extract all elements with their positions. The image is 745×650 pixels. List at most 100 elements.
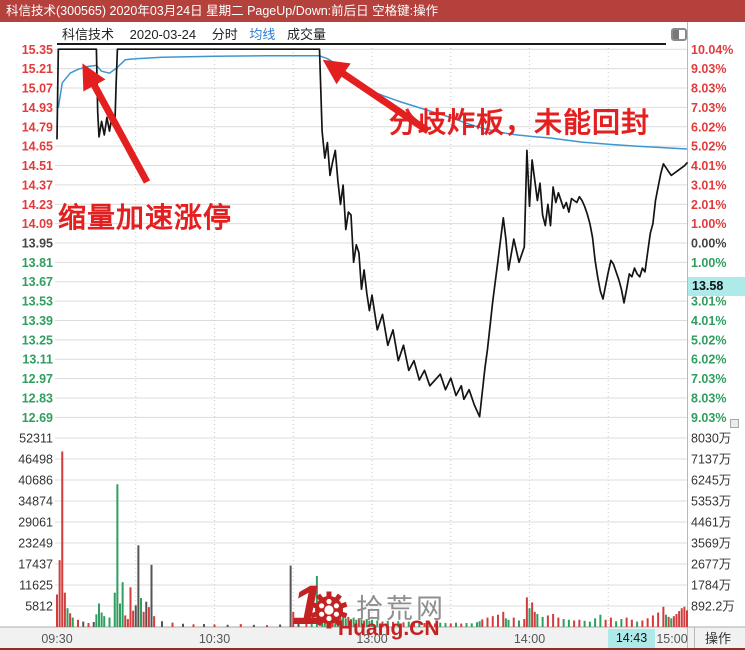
volume-axis-label: 23249 [18,537,53,551]
volume-bar [662,606,665,627]
site-watermark: 1 拾荒网 Huang.CN [292,575,452,645]
price-axis-label: 14.51 [22,159,53,173]
pct-axis-label: 8.03% [691,391,726,405]
pct-axis-label: 9.03% [691,62,726,76]
volume-bar [665,614,667,627]
action-column-label[interactable]: 操作 [704,630,731,646]
price-axis-label: 13.81 [22,256,53,270]
volume-bar [315,576,318,627]
volume-bar [310,617,313,627]
volume-bar [161,621,163,627]
price-axis-label: 13.39 [22,314,53,328]
volume-bar [562,619,565,627]
volume-bar [672,616,675,627]
volume-bar [397,621,400,627]
window-titlebar: 科信技术(300565) 2020年03月24日 星期二 PageUp/Down… [0,0,745,22]
volume-bar [630,619,633,627]
time-axis-strip [0,627,745,648]
volume-bar [239,624,242,627]
volume-bar [497,614,499,627]
crosshair-time-badge: 14:43 [608,628,655,648]
volume-bar [92,621,95,627]
volume-axis-label: 4461万 [691,516,731,530]
volume-bar [567,619,570,627]
pct-axis-label: 5.02% [691,333,726,347]
volume-axis-label: 6245万 [691,474,731,488]
volume-axis-label: 5353万 [691,495,731,509]
legend-ma-toggle[interactable]: 均线 [249,27,276,42]
volume-bar [129,587,132,627]
volume-bar [402,622,405,627]
volume-bar [252,624,255,627]
volume-bar [465,623,468,627]
volume-bar [525,597,528,627]
volume-bar [531,602,534,627]
legend-period[interactable]: 分时 [211,27,238,42]
annotation-limit-up: 缩量加速涨停 [58,202,233,233]
pct-axis-label: 1.00% [691,256,726,270]
price-axis-label: 12.69 [22,411,53,425]
volume-bar [512,617,515,627]
volume-bar [651,615,654,627]
volume-bar [368,620,371,627]
volume-bar [292,611,295,627]
splitter-handle[interactable] [730,419,739,428]
volume-axis-label: 11625 [19,579,53,593]
pct-axis-label: 3.01% [691,295,726,309]
volume-bar [66,608,69,627]
volume-bar [439,622,442,627]
time-axis-label: 15:00 [656,632,687,646]
volume-bar [145,601,148,627]
volume-bar [226,624,229,627]
volume-bar [350,619,352,627]
price-axis-label: 12.83 [22,391,53,405]
volume-bar [69,613,72,627]
pct-axis-label: 9.03% [691,411,726,425]
volume-bar [686,610,688,627]
volume-axis-label: 17437 [18,558,53,572]
price-axis-label: 15.07 [22,82,53,96]
volume-bar [546,615,549,627]
volume-bar [192,624,195,627]
time-axis-label: 13:00 [356,632,387,646]
volume-bar [213,624,216,627]
volume-bar [504,618,507,627]
volume-bar [116,484,119,627]
watermark-site-domain: Huang.CN [338,617,440,640]
panel-toggle-icon[interactable] [671,28,687,41]
gear-zero-icon [310,591,348,629]
volume-bar [552,613,555,627]
volume-bar [153,616,156,627]
volume-bar [541,616,544,627]
price-axis-label: 14.09 [22,217,53,231]
volume-bar [100,612,103,627]
volume-bar [142,611,145,627]
volume-bar [352,617,355,627]
volume-bar [376,620,379,627]
pct-axis-label: 6.02% [691,120,726,134]
volume-bar [683,606,686,627]
volume-bar [279,624,282,627]
volume-bar [108,617,111,627]
legend-volume-toggle[interactable]: 成交量 [287,27,327,42]
volume-bar [620,619,623,627]
volume-axis-label: 5812 [25,600,53,614]
volume-bar [126,619,129,627]
volume-bar [342,616,345,627]
price-axis-label: 13.67 [22,275,53,289]
volume-bar [305,622,308,627]
volume-bar [641,620,644,627]
volume-bar [137,545,140,627]
pct-axis-label: 7.03% [691,101,726,115]
pct-axis-label: 5.02% [691,140,726,154]
pct-axis-label: 2.01% [691,198,726,212]
volume-bar [486,617,489,627]
pct-axis-label: 10.04% [691,43,733,57]
volume-bar [113,592,116,627]
volume-bar [171,622,174,627]
volume-bar [82,621,85,627]
price-axis-label: 14.93 [22,101,53,115]
volume-bar [476,622,478,627]
volume-bar [599,614,602,627]
